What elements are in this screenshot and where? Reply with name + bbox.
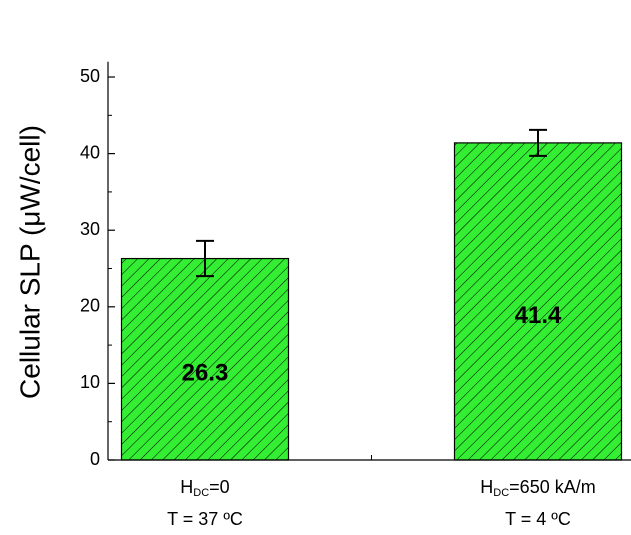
x-label-rest: =0 [209,477,230,497]
y-tick-label: 50 [80,66,100,86]
error-bar [529,128,547,157]
bar-hatch [454,142,622,461]
y-tick-label: 40 [80,142,100,162]
x-label-symbol: H [480,477,493,497]
error-bar [196,239,214,278]
bar-hatch [121,258,289,460]
y-tick-label: 30 [80,219,100,239]
x-tick-label-line2: T = 37 ºC [167,509,243,529]
x-tick-label: HDC=0 [180,477,229,499]
y-tick-label: 10 [80,372,100,392]
y-tick-label: 0 [90,449,100,469]
x-label-subscript: DC [493,487,509,499]
x-tick-label: HDC=650 kA/m [480,477,595,499]
x-label-subscript: DC [193,487,209,499]
y-tick-label: 20 [80,296,100,316]
value-label: 41.4 [515,302,562,329]
x-tick-label-line2: T = 4 ºC [505,509,571,529]
x-label-rest: =650 kA/m [509,477,596,497]
y-axis-label: Cellular SLP (μW/cell) [14,125,45,399]
x-label-symbol: H [180,477,193,497]
value-label: 26.3 [182,360,229,387]
